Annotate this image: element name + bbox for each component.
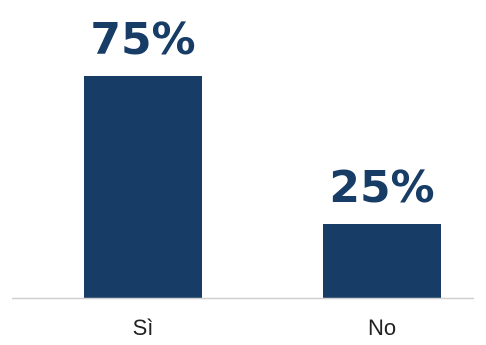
bars-group [84, 76, 441, 298]
data-labels-group: 75% 25% [90, 14, 434, 213]
tick-labels-group: Sì No [133, 315, 396, 340]
data-label-no: 25% [329, 162, 434, 213]
bar-no [323, 224, 441, 298]
x-tick-label-no: No [368, 315, 396, 340]
x-tick-label-si: Sì [133, 315, 154, 340]
bar-si [84, 76, 202, 298]
data-label-si: 75% [90, 14, 195, 65]
